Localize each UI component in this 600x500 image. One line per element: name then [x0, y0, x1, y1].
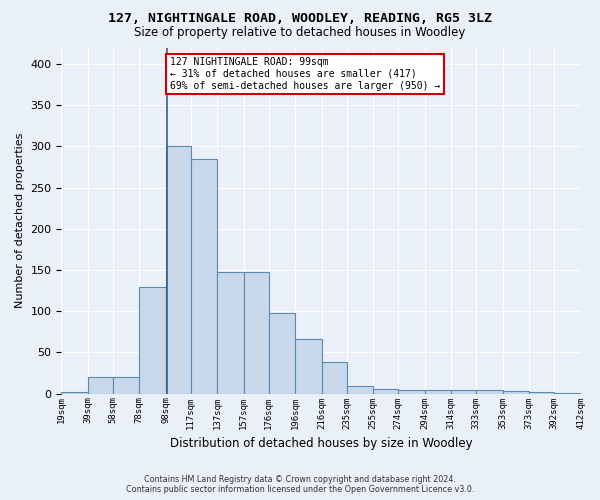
Bar — [529, 392, 554, 394]
Bar — [503, 391, 529, 394]
Bar — [373, 388, 398, 394]
Bar — [554, 393, 580, 394]
Text: 127 NIGHTINGALE ROAD: 99sqm
← 31% of detached houses are smaller (417)
69% of se: 127 NIGHTINGALE ROAD: 99sqm ← 31% of det… — [170, 58, 440, 90]
Bar — [113, 377, 139, 394]
Bar — [425, 390, 451, 394]
Text: 127, NIGHTINGALE ROAD, WOODLEY, READING, RG5 3LZ: 127, NIGHTINGALE ROAD, WOODLEY, READING,… — [108, 12, 492, 26]
Bar — [398, 390, 425, 394]
Text: Size of property relative to detached houses in Woodley: Size of property relative to detached ho… — [134, 26, 466, 39]
Bar — [451, 390, 476, 394]
Bar — [191, 159, 217, 394]
Bar — [166, 146, 191, 394]
Bar — [217, 272, 244, 394]
Y-axis label: Number of detached properties: Number of detached properties — [15, 133, 25, 308]
Bar — [61, 392, 88, 394]
Text: Contains HM Land Registry data © Crown copyright and database right 2024.
Contai: Contains HM Land Registry data © Crown c… — [126, 474, 474, 494]
X-axis label: Distribution of detached houses by size in Woodley: Distribution of detached houses by size … — [170, 437, 472, 450]
Bar — [244, 272, 269, 394]
Bar — [295, 339, 322, 394]
Bar — [88, 377, 113, 394]
Bar — [269, 313, 295, 394]
Bar — [139, 286, 166, 394]
Bar — [322, 362, 347, 394]
Bar — [347, 386, 373, 394]
Bar — [476, 390, 503, 394]
